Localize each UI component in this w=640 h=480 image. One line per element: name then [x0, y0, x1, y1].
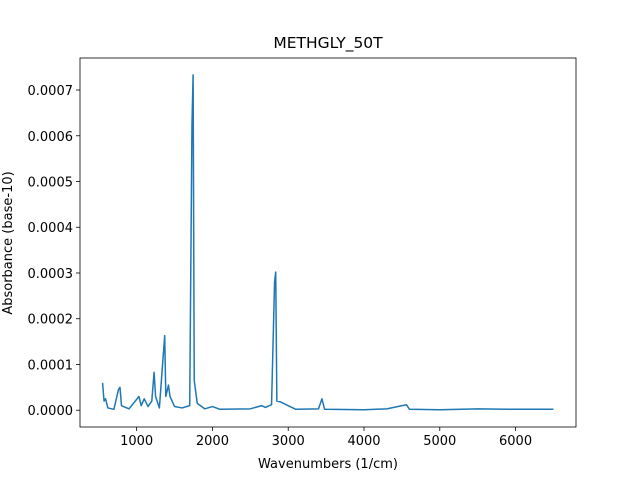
y-tick-label: 0.0000 — [28, 404, 74, 419]
x-tick-label: 5000 — [423, 434, 456, 449]
y-tick-label: 0.0007 — [28, 84, 74, 99]
y-tick-label: 0.0006 — [28, 130, 74, 145]
y-tick-label: 0.0002 — [28, 313, 74, 328]
x-axis-label: Wavenumbers (1/cm) — [258, 457, 398, 472]
y-axis-label: Absorbance (base-10) — [1, 171, 16, 314]
x-tick-label: 2000 — [196, 434, 229, 449]
y-tick-label: 0.0003 — [28, 267, 74, 282]
x-tick-label: 4000 — [347, 434, 380, 449]
chart-title: METHGLY_50T — [273, 34, 383, 53]
y-tick-label: 0.0005 — [28, 176, 74, 191]
spectrum-line — [101, 74, 554, 411]
x-tick-label: 1000 — [120, 434, 153, 449]
x-tick-label: 3000 — [272, 434, 305, 449]
axes-frame — [79, 57, 577, 428]
y-tick-label: 0.0004 — [28, 221, 74, 236]
x-tick-label: 6000 — [499, 434, 532, 449]
y-tick-label: 0.0001 — [28, 358, 74, 373]
